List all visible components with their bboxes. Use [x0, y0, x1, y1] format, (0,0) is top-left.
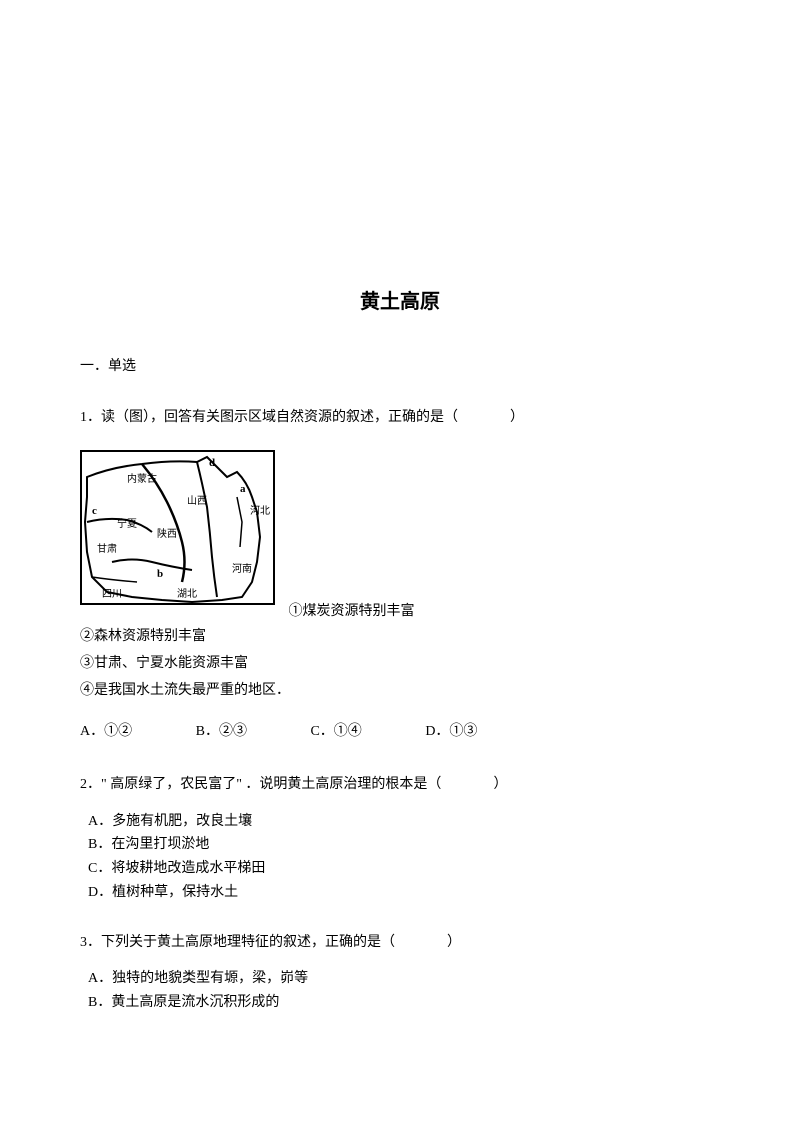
question-3: 3．下列关于黄土高原地理特征的叙述，正确的是（ ） A．独特的地貌类型有塬，梁，… [80, 930, 720, 1015]
map-label-ningxia: 宁夏 [117, 517, 137, 530]
map-svg: d 内蒙古 a 河北 c 山西 陕西 宁夏 甘肃 b 河南 四川 湖北 [82, 452, 277, 607]
q2-choice-b: B．在沟里打坝淤地 [88, 833, 720, 857]
map-label-sichuan: 四川 [102, 589, 122, 600]
map-label-henan: 河南 [232, 562, 252, 575]
map-label-hebei: 河北 [250, 505, 270, 517]
section-header: 一．单选 [80, 355, 720, 375]
page-title: 黄土高原 [0, 285, 800, 314]
question-1-prompt: 1．读（图），回答有关图示区域自然资源的叙述，正确的是（ ） [80, 405, 720, 430]
q3-text: 3．下列关于黄土高原地理特征的叙述，正确的是（ [80, 935, 395, 950]
q1-statement-4: ④是我国水土流失最严重的地区． [80, 678, 720, 705]
q1-choice-a: A．①② [80, 719, 132, 744]
q2-choice-d: D．植树种草，保持水土 [88, 881, 720, 905]
map-label-c: c [92, 505, 97, 517]
map-container: d 内蒙古 a 河北 c 山西 陕西 宁夏 甘肃 b 河南 四川 湖北 [80, 450, 275, 616]
map-label-hubei: 湖北 [177, 588, 197, 600]
question-2: 2．" 高原绿了，农民富了" ．说明黄土高原治理的根本是（ ） A．多施有机肥，… [80, 772, 720, 904]
q2-choices: A．多施有机肥，改良土壤 B．在沟里打坝淤地 C．将坡耕地改造成水平梯田 D．植… [80, 810, 720, 905]
q2-choice-a: A．多施有机肥，改良土壤 [88, 810, 720, 834]
q3-close: ） [447, 935, 461, 950]
question-3-prompt: 3．下列关于黄土高原地理特征的叙述，正确的是（ ） [80, 930, 720, 955]
q1-statement-2: ②森林资源特别丰富 [80, 624, 720, 651]
map-label-shanxi: 山西 [187, 495, 207, 507]
map-label-b: b [157, 568, 163, 580]
q1-choices: A．①② B．②③ C．①④ D．①③ [80, 719, 720, 744]
q3-choices: A．独特的地貌类型有塬，梁，峁等 B．黄土高原是流水沉积形成的 [80, 967, 720, 1015]
q1-blank [462, 410, 507, 425]
q3-blank [399, 935, 444, 950]
q1-close: ） [510, 410, 524, 425]
content-area: 一．单选 1．读（图），回答有关图示区域自然资源的叙述，正确的是（ ） [80, 355, 720, 1040]
q1-statements: ②森林资源特别丰富 ③甘肃、宁夏水能资源丰富 ④是我国水土流失最严重的地区． [80, 624, 720, 704]
question-2-prompt: 2．" 高原绿了，农民富了" ．说明黄土高原治理的根本是（ ） [80, 772, 720, 797]
q2-choice-c: C．将坡耕地改造成水平梯田 [88, 857, 720, 881]
map-label-gansu: 甘肃 [97, 542, 117, 555]
map-row: d 内蒙古 a 河北 c 山西 陕西 宁夏 甘肃 b 河南 四川 湖北 [80, 442, 720, 624]
map-label-d: d [209, 457, 215, 469]
q2-blank [445, 777, 490, 792]
q2-close: ） [493, 777, 507, 792]
q2-text: 2．" 高原绿了，农民富了" ．说明黄土高原治理的根本是（ [80, 777, 441, 792]
question-1: 1．读（图），回答有关图示区域自然资源的叙述，正确的是（ ） d [80, 405, 720, 744]
map-image: d 内蒙古 a 河北 c 山西 陕西 宁夏 甘肃 b 河南 四川 湖北 [80, 450, 275, 605]
q1-statement-1: ①煤炭资源特别丰富 [289, 599, 415, 624]
map-label-shaanxi: 陕西 [157, 527, 177, 540]
q1-choice-c: C．①④ [310, 719, 361, 744]
q1-text: 1．读（图），回答有关图示区域自然资源的叙述，正确的是（ [80, 410, 458, 425]
q1-choice-b: B．②③ [196, 719, 247, 744]
q3-choice-b: B．黄土高原是流水沉积形成的 [88, 991, 720, 1015]
map-label-a: a [240, 483, 246, 495]
q1-choice-d: D．①③ [425, 719, 477, 744]
q1-statement-3: ③甘肃、宁夏水能资源丰富 [80, 651, 720, 678]
q3-choice-a: A．独特的地貌类型有塬，梁，峁等 [88, 967, 720, 991]
map-label-neimeng: 内蒙古 [127, 472, 157, 485]
